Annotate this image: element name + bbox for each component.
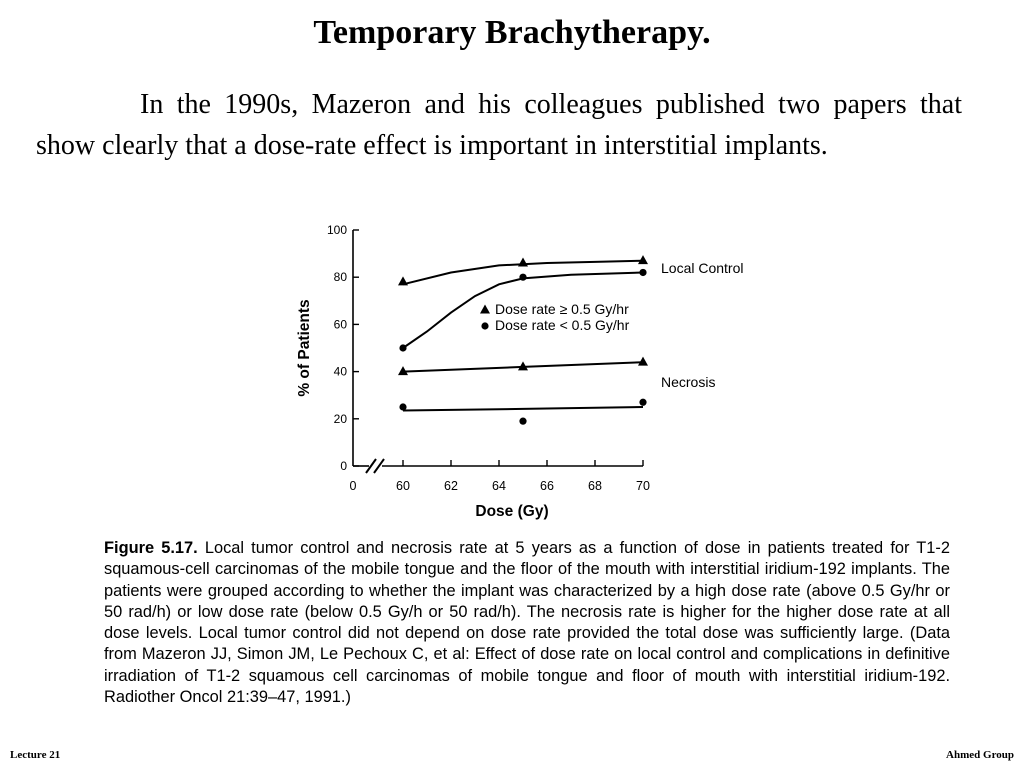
data-point: [638, 255, 648, 265]
x-tick-label: 70: [636, 479, 650, 493]
curve-annotation: Necrosis: [661, 374, 715, 390]
series-curve: [402, 271, 644, 349]
x-tick-label: 64: [492, 479, 506, 493]
data-point: [519, 417, 527, 425]
legend-label: Dose rate ≥ 0.5 Gy/hr: [495, 301, 629, 317]
x-tick-label: 68: [588, 479, 602, 493]
footer-lecture: Lecture 21: [10, 749, 61, 761]
y-tick-label: 80: [334, 270, 348, 284]
y-tick-label: 20: [334, 412, 348, 426]
y-tick-label: 0: [340, 459, 347, 473]
chart-points: [398, 255, 648, 425]
x-axis-title: Dose (Gy): [475, 503, 548, 520]
slide-title: Temporary Brachytherapy.: [313, 14, 711, 51]
axis-break-mark: [365, 458, 377, 474]
curve-annotation: Local Control: [661, 260, 744, 276]
data-point: [399, 403, 407, 411]
legend-marker: [480, 304, 490, 314]
legend-label: Dose rate < 0.5 Gy/hr: [495, 317, 630, 333]
legend-marker: [481, 322, 489, 330]
data-point: [518, 257, 528, 267]
data-point: [519, 273, 527, 281]
y-tick-label: 60: [334, 317, 348, 331]
data-point: [638, 356, 648, 366]
y-axis-title: % of Patients: [296, 299, 313, 396]
y-tick-label: 40: [334, 365, 348, 379]
chart-curves: [402, 259, 644, 412]
series-curve: [402, 406, 644, 412]
axis-break-mark: [373, 458, 385, 474]
data-point: [639, 398, 647, 406]
data-point: [399, 344, 407, 352]
dose-chart: 0 20 40 60 80 100 0 60 62 64 66 68 70 Dose rate ≥ 0.5…: [296, 223, 744, 520]
caption-text: Local tumor control and necrosis rate at…: [104, 539, 950, 707]
x-tick-label: 60: [396, 479, 410, 493]
footer-group: Ahmed Group: [946, 749, 1014, 761]
data-point: [398, 276, 408, 286]
x-tick-label: 0: [350, 479, 357, 493]
chart-axes: [352, 229, 644, 474]
slide-paragraph: In the 1990s, Mazeron and his colleagues…: [36, 89, 962, 161]
data-point: [398, 366, 408, 376]
x-tick-label: 66: [540, 479, 554, 493]
chart-labels: 0 20 40 60 80 100 0 60 62 64 66 68 70 Dose rate ≥ 0.5…: [296, 223, 744, 520]
caption-label: Figure 5.17.: [104, 539, 198, 557]
x-tick-label: 62: [444, 479, 458, 493]
data-point: [518, 361, 528, 371]
figure-caption: Figure 5.17. Local tumor control and nec…: [104, 538, 950, 708]
data-point: [639, 268, 647, 277]
y-tick-label: 100: [327, 223, 347, 237]
